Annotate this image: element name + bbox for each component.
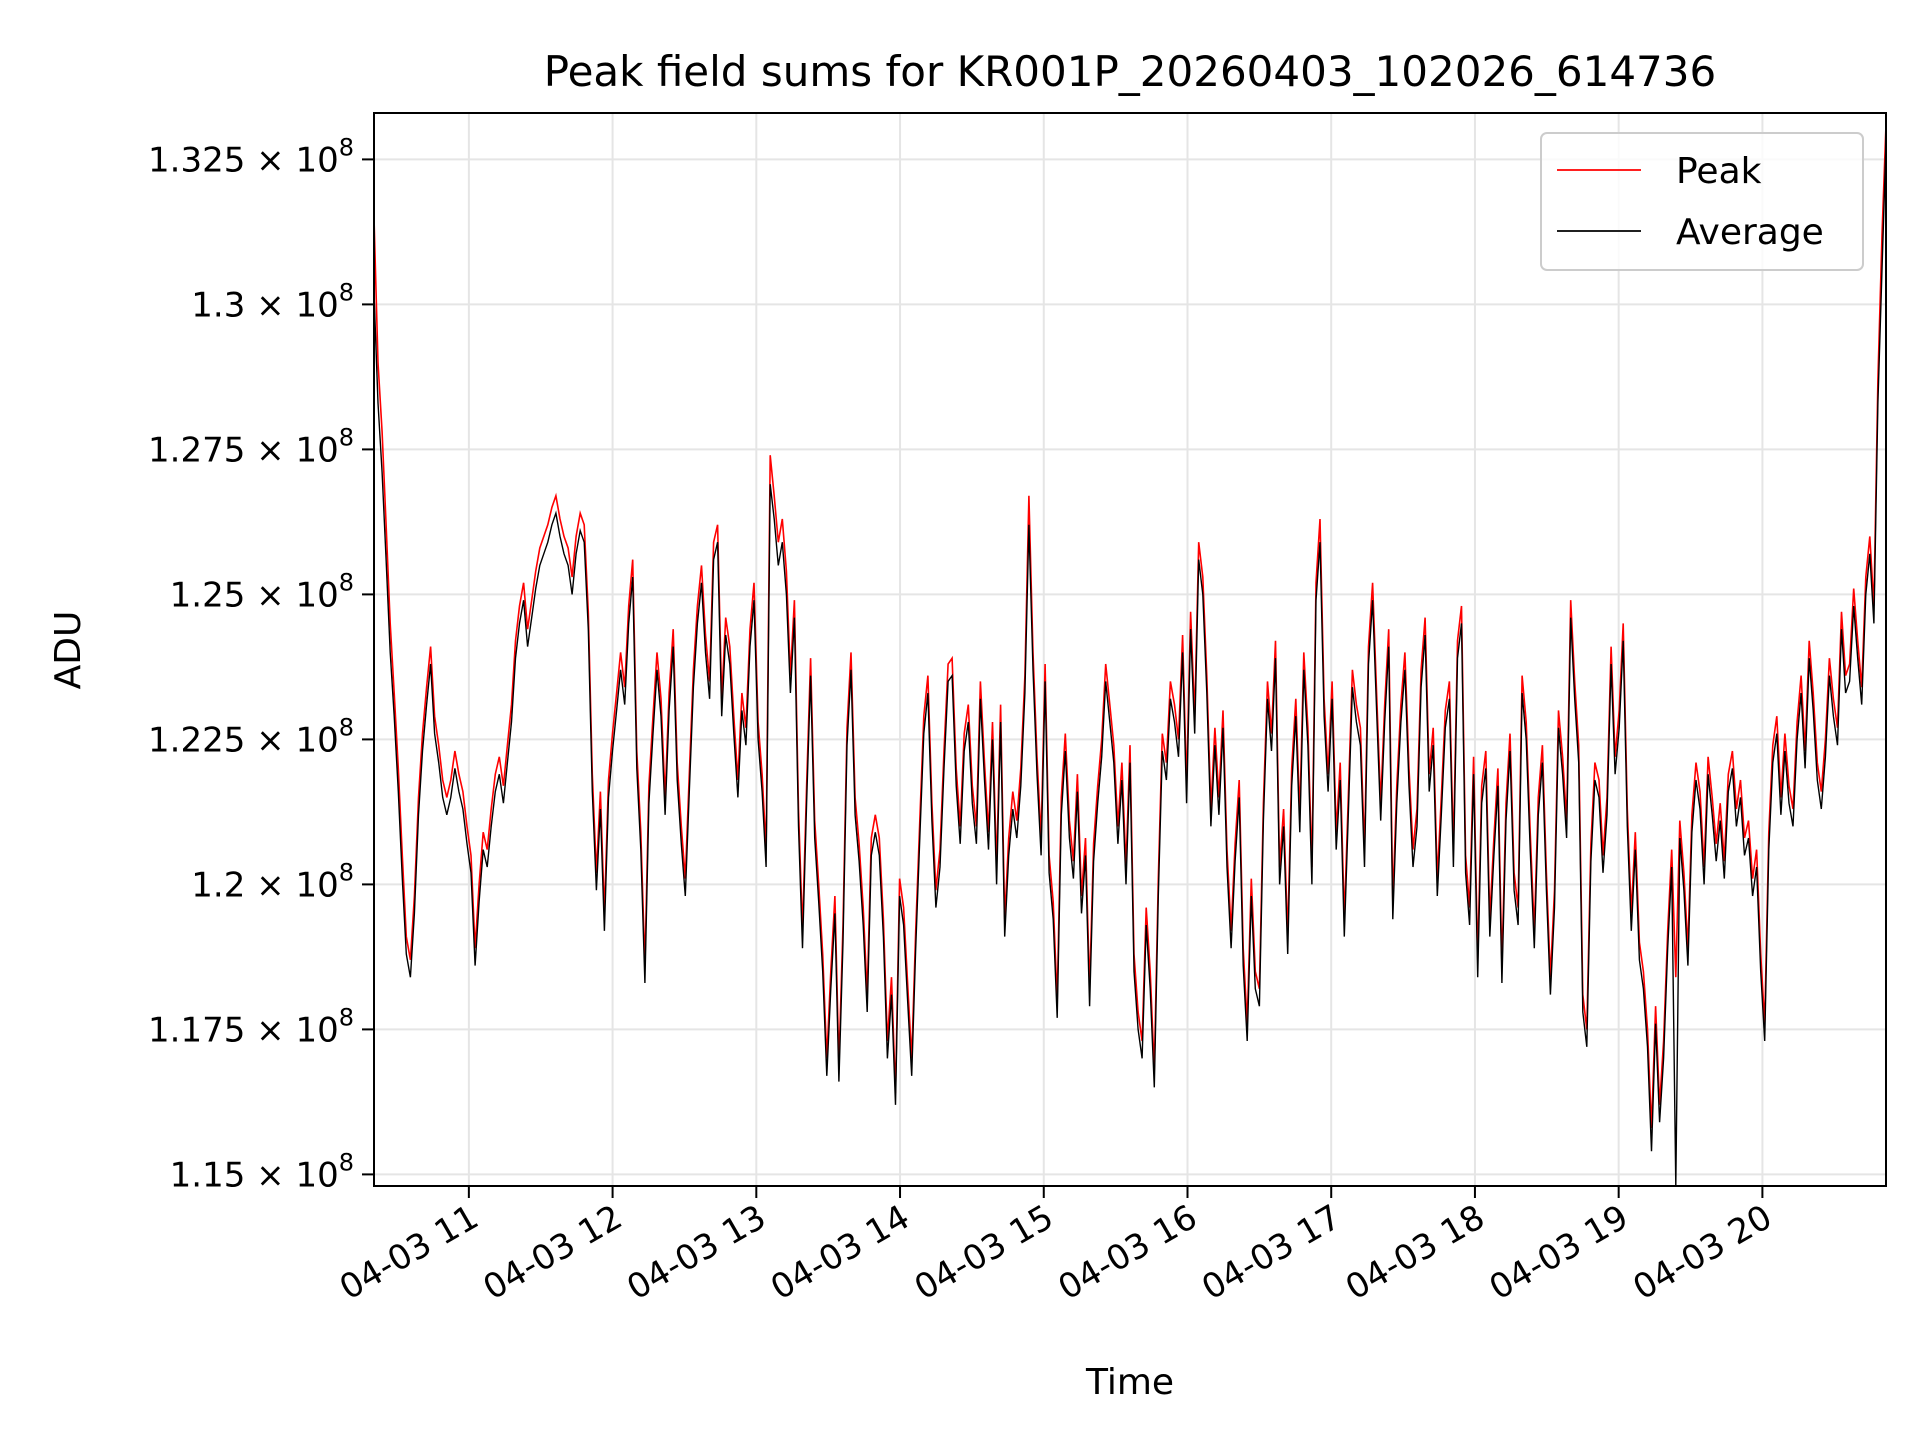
y-axis-label: ADU: [48, 611, 89, 690]
y-tick-label: 1.25 × 108: [170, 568, 354, 615]
plot-frame: [373, 112, 1887, 1187]
x-axis-label: Time: [1085, 1362, 1174, 1403]
chart-title: Peak field sums for KR001P_20260403_1020…: [544, 47, 1716, 96]
series-group: [374, 124, 1886, 1186]
y-tick-label: 1.175 × 108: [148, 1003, 354, 1050]
y-tick-label: 1.275 × 108: [148, 423, 354, 470]
series-peak-line: [374, 124, 1886, 1129]
y-axis-ticks: 1.15 × 108 1.175 × 108 1.2 × 108 1.225 × 10…: [148, 133, 374, 1195]
legend-average-label: Average: [1676, 212, 1824, 253]
y-tick-label: 1.15 × 108: [170, 1148, 354, 1195]
y-tick-label: 1.325 × 108: [148, 133, 354, 180]
series-average-line: [374, 141, 1886, 1186]
legend: Peak Average: [1540, 132, 1864, 271]
y-tick-label: 1.225 × 108: [148, 713, 354, 760]
legend-box: [1540, 132, 1864, 271]
legend-peak-label: Peak: [1676, 151, 1762, 192]
grid: [374, 113, 1886, 1186]
y-tick-label: 1.2 × 108: [191, 858, 354, 905]
y-tick-label: 1.3 × 108: [191, 278, 354, 325]
